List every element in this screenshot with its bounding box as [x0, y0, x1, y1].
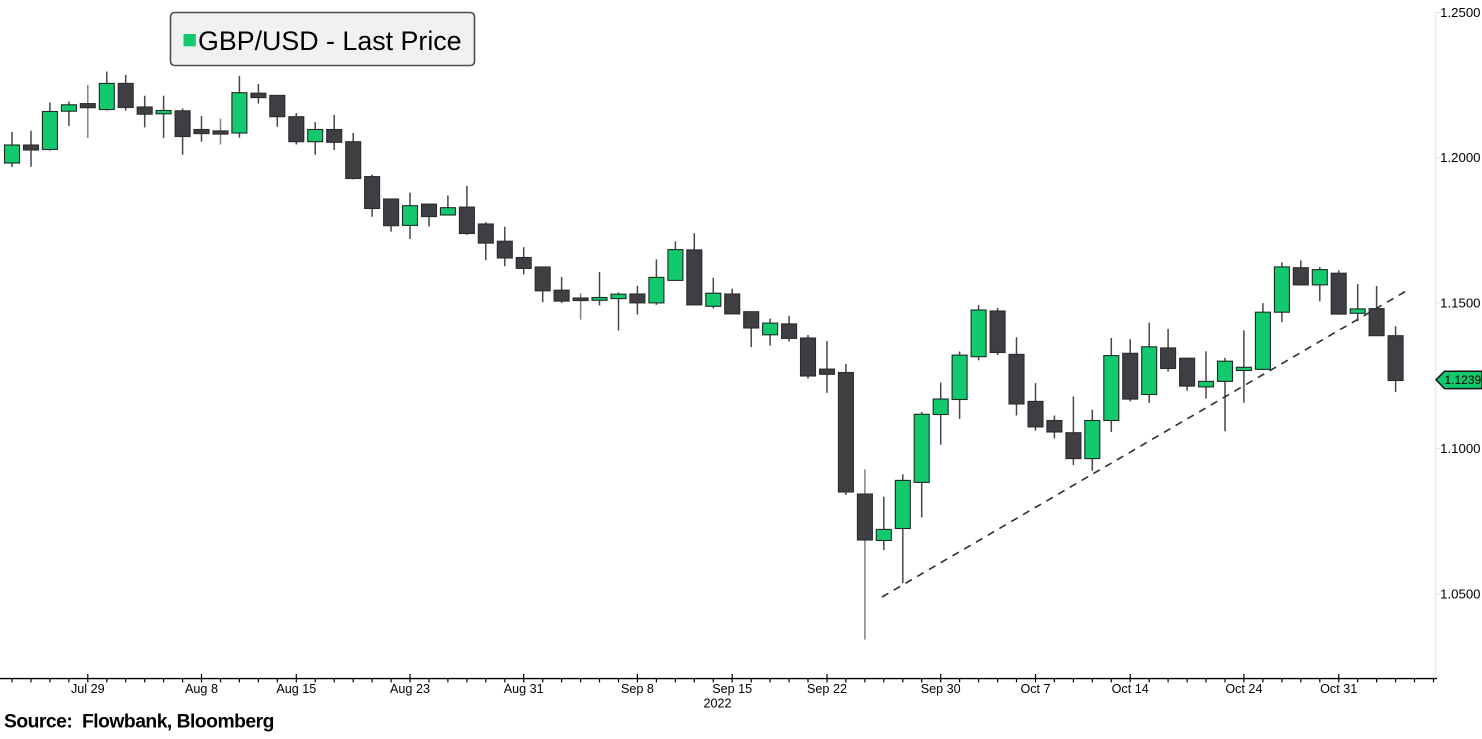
- svg-text:Source: Flowbank, Bloomberg: Source: Flowbank, Bloomberg: [4, 712, 274, 733]
- svg-text:2022: 2022: [703, 697, 731, 711]
- svg-text:Sep 8: Sep 8: [621, 682, 654, 696]
- svg-text:Aug 8: Aug 8: [185, 682, 218, 696]
- svg-text:Oct 14: Oct 14: [1112, 682, 1149, 696]
- svg-text:Sep 30: Sep 30: [921, 682, 961, 696]
- svg-text:Oct 31: Oct 31: [1320, 682, 1357, 696]
- svg-text:1.2500: 1.2500: [1440, 5, 1480, 20]
- svg-text:GBP/USD - Last Price: GBP/USD - Last Price: [198, 26, 462, 56]
- svg-text:1.1239: 1.1239: [1445, 373, 1482, 387]
- svg-text:Aug 15: Aug 15: [276, 682, 316, 696]
- svg-text:1.1000: 1.1000: [1440, 441, 1480, 456]
- svg-text:1.0500: 1.0500: [1440, 586, 1480, 601]
- svg-text:Sep 15: Sep 15: [712, 682, 752, 696]
- svg-text:Oct 24: Oct 24: [1225, 682, 1262, 696]
- svg-text:1.1500: 1.1500: [1440, 295, 1480, 310]
- svg-text:1.2000: 1.2000: [1440, 150, 1480, 165]
- svg-text:Aug 23: Aug 23: [390, 682, 430, 696]
- svg-text:Aug 31: Aug 31: [504, 682, 544, 696]
- svg-text:Sep 22: Sep 22: [807, 682, 847, 696]
- svg-text:Jul 29: Jul 29: [71, 682, 105, 696]
- svg-text:Oct 7: Oct 7: [1020, 682, 1050, 696]
